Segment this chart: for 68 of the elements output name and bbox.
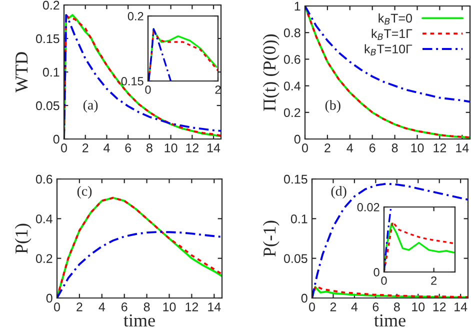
y-axis-title: P(-1) (262, 220, 280, 257)
y-tick-label: 0.1 (290, 214, 308, 224)
y-tick-label: 0 (46, 294, 52, 303)
y-tick-label: 0.8 (284, 28, 300, 38)
x-tick-label: 6 (122, 302, 128, 312)
legend-label: k$_{B}$T=1Γ (372, 28, 412, 40)
x-tick-label: 6 (370, 143, 376, 152)
y-tick-label: 0.02 (357, 203, 380, 212)
annotation: (d) (331, 186, 346, 199)
y-tick-label: 0.2 (36, 254, 52, 263)
x-tick-label: 2 (76, 302, 82, 312)
x-tick-label: 14 (456, 144, 469, 152)
x-axis-title: time (124, 314, 155, 327)
y-tick-label: 0.2 (128, 12, 144, 20)
annotation: (c) (77, 186, 92, 199)
x-tick-label: 12 (186, 143, 198, 152)
x-tick-label: 2 (82, 143, 88, 152)
x-tick-label: 2 (324, 143, 330, 152)
legend-label: k$_{B}$T=0 (378, 13, 412, 25)
x-tick-label: 4 (346, 144, 354, 152)
y-tick-label: 0.4 (36, 214, 52, 224)
y-axis-title: P(1) (14, 224, 32, 254)
y-tick-label: 0.15 (36, 34, 60, 44)
y-tick-label: 0 (53, 134, 60, 144)
x-tick-label: 2 (431, 276, 437, 285)
x-tick-label: 14 (208, 302, 221, 312)
x-tick-label: 2 (330, 302, 336, 312)
y-tick-label: 0.05 (284, 254, 308, 263)
x-tick-label: 0 (309, 302, 315, 312)
x-tick-label: 12 (433, 302, 446, 312)
y-tick-label: 1 (294, 2, 300, 11)
line-series (148, 28, 172, 81)
x-tick-label: 8 (146, 143, 152, 152)
x-tick-label: 8 (392, 143, 398, 152)
x-tick-label: 10 (411, 143, 424, 152)
y-tick-label: 0.1 (42, 68, 60, 77)
x-tick-label: 2 (215, 85, 221, 94)
y-axis-title: Π(t) (P(0)) (262, 34, 280, 111)
y-tick-label: 0.6 (284, 55, 300, 64)
x-tick-label: 4 (98, 302, 106, 312)
x-tick-label: 4 (351, 302, 358, 312)
x-tick-label: 14 (208, 144, 220, 152)
annotation: (b) (325, 100, 340, 113)
x-tick-label: 6 (125, 143, 132, 152)
x-tick-label: 14 (454, 302, 468, 312)
y-tick-label: 0.2 (42, 0, 60, 10)
y-tick-label: 0.4 (284, 82, 300, 90)
x-tick-label: 10 (412, 302, 425, 312)
x-tick-label: 12 (434, 143, 446, 152)
y-tick-label: 0.6 (36, 174, 52, 184)
y-tick-label: 0.15 (284, 174, 308, 184)
x-tick-label: 10 (163, 302, 176, 312)
y-tick-label: 0 (301, 294, 308, 303)
y-tick-label: 0.05 (36, 101, 60, 110)
x-tick-label: 8 (144, 302, 150, 312)
y-axis-title: WTD (16, 52, 28, 93)
x-axis-title: time (374, 314, 406, 327)
x-tick-label: 10 (164, 143, 178, 152)
y-tick-label: 0.2 (284, 108, 300, 118)
x-tick-label: 12 (186, 302, 198, 312)
x-tick-label: 6 (372, 302, 379, 312)
y-tick-label: 0.15 (121, 77, 144, 86)
y-tick-label: 0 (294, 134, 300, 144)
x-tick-label: 8 (394, 302, 400, 312)
x-tick-label: 4 (104, 144, 110, 152)
annotation: (a) (83, 100, 98, 112)
legend-label: k$_{B}$T=10Γ (364, 44, 412, 56)
x-tick-label: 0 (61, 143, 67, 152)
